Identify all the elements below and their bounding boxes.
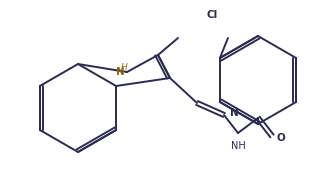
Text: Cl: Cl xyxy=(206,10,218,20)
Text: NH: NH xyxy=(230,141,245,151)
Text: N: N xyxy=(230,108,239,118)
Text: O: O xyxy=(277,133,286,143)
Text: H: H xyxy=(121,63,128,72)
Text: N: N xyxy=(116,67,124,77)
